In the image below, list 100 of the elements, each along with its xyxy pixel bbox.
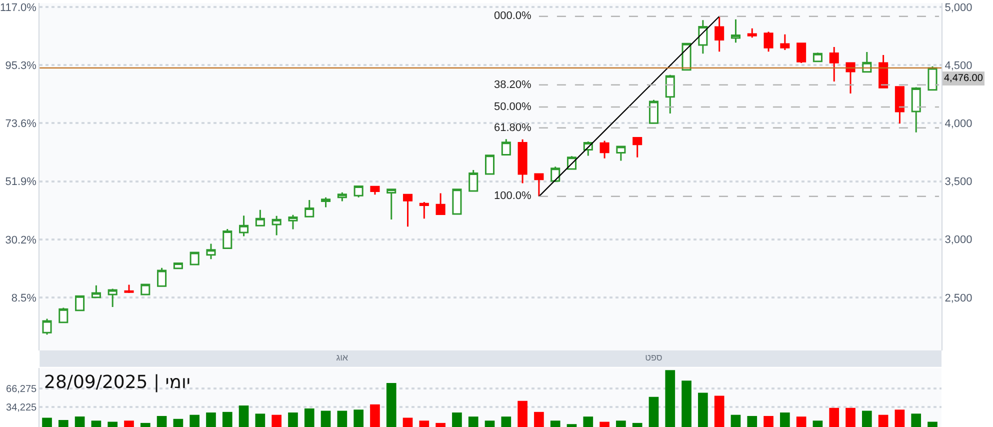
candlestick <box>419 201 429 220</box>
candlestick <box>928 66 938 91</box>
bar <box>928 422 938 427</box>
bar <box>402 418 413 427</box>
candlestick <box>796 42 806 64</box>
candlestick <box>764 30 774 52</box>
bar <box>58 420 68 427</box>
x-tick-label: ספט <box>645 352 662 362</box>
y-tick-label: 34,225 <box>6 402 38 414</box>
annotation: 61.80% <box>494 122 532 134</box>
bar <box>320 410 331 427</box>
annotation: יומי | 28/09/2025 <box>44 372 190 393</box>
bar <box>156 416 167 427</box>
candlestick <box>518 138 528 184</box>
bar <box>140 422 150 427</box>
bar <box>436 422 446 427</box>
candlestick <box>452 188 462 215</box>
bar <box>829 408 840 427</box>
candlestick <box>403 194 413 228</box>
bar <box>518 400 528 427</box>
bar <box>386 382 396 427</box>
bar <box>911 414 922 427</box>
bar <box>42 418 52 427</box>
candlestick <box>600 140 610 160</box>
candlestick <box>468 169 478 192</box>
candlestick <box>648 99 658 124</box>
bar <box>337 410 348 427</box>
y-tick-label: 4,000 <box>944 118 972 130</box>
bar <box>534 412 544 427</box>
bar <box>665 370 676 427</box>
bar <box>583 416 594 427</box>
bar <box>190 414 200 427</box>
candlestick <box>321 196 331 208</box>
bar <box>288 412 298 427</box>
y2-tick-label: 73.6% <box>5 118 37 130</box>
bar <box>846 408 856 427</box>
candlestick <box>894 86 904 124</box>
y2-tick-label: 8.5% <box>11 292 37 304</box>
annotation: 50.00% <box>494 101 532 113</box>
candlestick <box>255 209 265 226</box>
candlestick <box>206 243 216 260</box>
annotation: 38.20% <box>494 79 532 91</box>
bar <box>780 412 790 427</box>
candlestick <box>190 252 200 266</box>
candlestick <box>812 52 822 62</box>
candlestick <box>222 228 232 250</box>
candlestick <box>878 54 888 88</box>
bar <box>632 422 642 427</box>
x-tick-label: אוג <box>336 352 348 362</box>
bar <box>550 420 560 427</box>
bar <box>682 380 692 427</box>
candlestick <box>484 154 495 175</box>
candlestick <box>829 46 839 82</box>
candlestick <box>616 146 626 162</box>
bar <box>272 414 282 427</box>
bar <box>124 420 134 427</box>
candlestick <box>337 192 347 202</box>
annotation: 100.0% <box>494 190 532 202</box>
candlestick <box>714 16 724 52</box>
bar <box>484 420 495 427</box>
y-tick-label: 5,000 <box>944 2 972 14</box>
candlestick <box>42 318 52 336</box>
candlestick <box>304 199 314 218</box>
candlestick <box>730 18 740 44</box>
bar <box>173 418 184 427</box>
bar <box>206 412 216 427</box>
bar <box>238 406 249 427</box>
annotation: 000.0% <box>494 10 532 22</box>
candlestick <box>911 86 921 134</box>
candlestick <box>550 166 560 183</box>
bar <box>222 412 232 427</box>
bar <box>304 408 314 427</box>
y2-tick-label: 30.2% <box>5 234 37 246</box>
candlestick <box>370 186 380 196</box>
candlestick <box>780 34 790 51</box>
y-tick-label: 4,500 <box>944 60 972 72</box>
y2-tick-label: 51.9% <box>5 176 37 188</box>
bar <box>74 416 85 427</box>
bar <box>600 422 610 427</box>
candlestick <box>665 74 675 114</box>
y2-tick-label: 117.0% <box>0 2 37 14</box>
y-tick-label: 3,000 <box>944 234 972 246</box>
bar <box>108 422 118 427</box>
bar <box>419 420 430 427</box>
candlestick <box>91 284 101 298</box>
candlestick <box>272 215 282 236</box>
candlestick <box>288 214 298 230</box>
candlestick <box>75 294 85 312</box>
bar <box>370 404 380 427</box>
y2-tick-label: 95.3% <box>5 60 37 72</box>
bar <box>91 420 102 427</box>
candlestick <box>436 192 446 216</box>
bar <box>747 416 758 427</box>
bar <box>730 414 741 427</box>
candlestick <box>501 138 511 156</box>
bar <box>255 414 266 427</box>
bar <box>354 410 364 427</box>
candlestick <box>698 19 708 54</box>
bar <box>796 416 806 427</box>
candlestick <box>140 284 150 296</box>
